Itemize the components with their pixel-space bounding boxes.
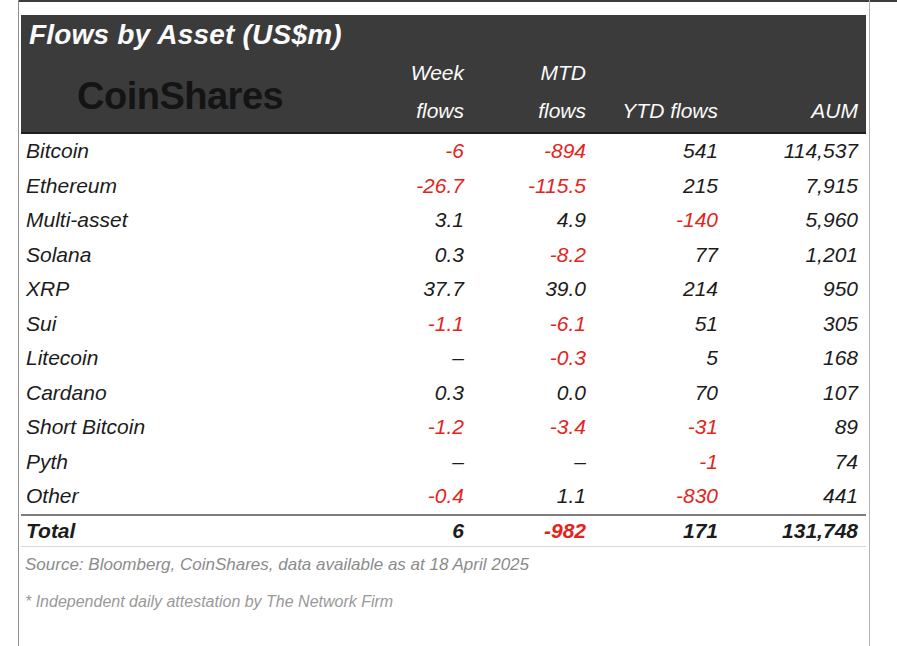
total-label: Total [26,519,344,543]
column-header-line: MTD [464,54,586,92]
asset-name: Sui [26,312,344,336]
mtd-flows-value: -8.2 [464,243,586,267]
week-flows-value: -6 [344,139,464,163]
asset-name: Ethereum [26,174,344,198]
asset-name: XRP [26,277,344,301]
aum-value: 114,537 [718,139,858,163]
week-flows-value: -1.1 [344,312,464,336]
ytd-flows-value: 70 [586,381,718,405]
ytd-flows-value: 214 [586,277,718,301]
ytd-flows-value: -830 [586,484,718,508]
column-header-line [718,54,858,92]
week-flows-value: 0.3 [344,243,464,267]
aum-value: 107 [718,381,858,405]
table-row: Short Bitcoin-1.2-3.4-3189 [21,410,866,445]
table-row: XRP37.739.0214950 [21,272,866,307]
table-row: Litecoin–-0.35168 [21,341,866,376]
asset-flows-table: Bitcoin-6-894541114,537Ethereum-26.7-115… [21,132,866,547]
table-row: Sui-1.1-6.151305 [21,307,866,342]
column-header-week-flows: Week flows [344,54,464,130]
column-header-line: flows [344,92,464,130]
asset-name: Bitcoin [26,139,344,163]
table-row: Pyth––-174 [21,445,866,480]
aum-value: 305 [718,312,858,336]
table-row: Other-0.41.1-830441 [21,479,866,514]
top-border-line [18,0,897,2]
week-flows-value: -0.4 [344,484,464,508]
mtd-flows-value: 4.9 [464,208,586,232]
aum-value: 168 [718,346,858,370]
week-flows-value: 3.1 [344,208,464,232]
total-week-flows: 6 [344,519,464,543]
column-header-line: Week [344,54,464,92]
mtd-flows-value: -0.3 [464,346,586,370]
table-row: Solana0.3-8.2771,201 [21,238,866,273]
week-flows-value: 37.7 [344,277,464,301]
aum-value: 7,915 [718,174,858,198]
ytd-flows-value: 51 [586,312,718,336]
flows-table-widget: Flows by Asset (US$m) CoinShares Week fl… [0,0,897,646]
ytd-flows-value: -1 [586,450,718,474]
week-flows-value: -26.7 [344,174,464,198]
left-border-line [18,0,19,646]
week-flows-value: – [344,450,464,474]
mtd-flows-value: -115.5 [464,174,586,198]
asset-name: Other [26,484,344,508]
column-header-aum: AUM [718,54,858,130]
column-header-line: YTD flows [586,92,718,130]
mtd-flows-value: – [464,450,586,474]
table-body: Bitcoin-6-894541114,537Ethereum-26.7-115… [21,134,866,514]
mtd-flows-value: -894 [464,139,586,163]
ytd-flows-value: 5 [586,346,718,370]
week-flows-value: -1.2 [344,415,464,439]
column-header-asset [21,54,344,130]
table-row: Cardano0.30.070107 [21,376,866,411]
column-header-line: AUM [718,92,858,130]
table-header: Flows by Asset (US$m) CoinShares Week fl… [21,15,866,132]
total-ytd-flows: 171 [586,519,718,543]
asset-name: Short Bitcoin [26,415,344,439]
column-header-line [586,54,718,92]
column-header-line: flows [464,92,586,130]
source-note: Source: Bloomberg, CoinShares, data avai… [25,555,529,575]
week-flows-value: – [344,346,464,370]
ytd-flows-value: 215 [586,174,718,198]
asset-name: Cardano [26,381,344,405]
mtd-flows-value: 0.0 [464,381,586,405]
asset-name: Solana [26,243,344,267]
mtd-flows-value: -6.1 [464,312,586,336]
mtd-flows-value: 39.0 [464,277,586,301]
aum-value: 74 [718,450,858,474]
attestation-note: * Independent daily attestation by The N… [25,593,393,611]
right-border-line [869,0,870,646]
asset-name: Pyth [26,450,344,474]
week-flows-value: 0.3 [344,381,464,405]
asset-name: Multi-asset [26,208,344,232]
column-header-mtd-flows: MTD flows [464,54,586,130]
mtd-flows-value: 1.1 [464,484,586,508]
aum-value: 950 [718,277,858,301]
table-row: Bitcoin-6-894541114,537 [21,134,866,169]
column-headers: Week flows MTD flows YTD flows AUM [21,54,866,130]
aum-value: 5,960 [718,208,858,232]
column-header-ytd-flows: YTD flows [586,54,718,130]
aum-value: 1,201 [718,243,858,267]
ytd-flows-value: 77 [586,243,718,267]
aum-value: 89 [718,415,858,439]
table-row-total: Total 6 -982 171 131,748 [21,514,866,547]
asset-name: Litecoin [26,346,344,370]
ytd-flows-value: 541 [586,139,718,163]
table-row: Multi-asset3.14.9-1405,960 [21,203,866,238]
table-row: Ethereum-26.7-115.52157,915 [21,169,866,204]
aum-value: 441 [718,484,858,508]
ytd-flows-value: -140 [586,208,718,232]
total-aum: 131,748 [718,519,858,543]
total-mtd-flows: -982 [464,519,586,543]
page-title: Flows by Asset (US$m) [29,19,342,51]
ytd-flows-value: -31 [586,415,718,439]
mtd-flows-value: -3.4 [464,415,586,439]
